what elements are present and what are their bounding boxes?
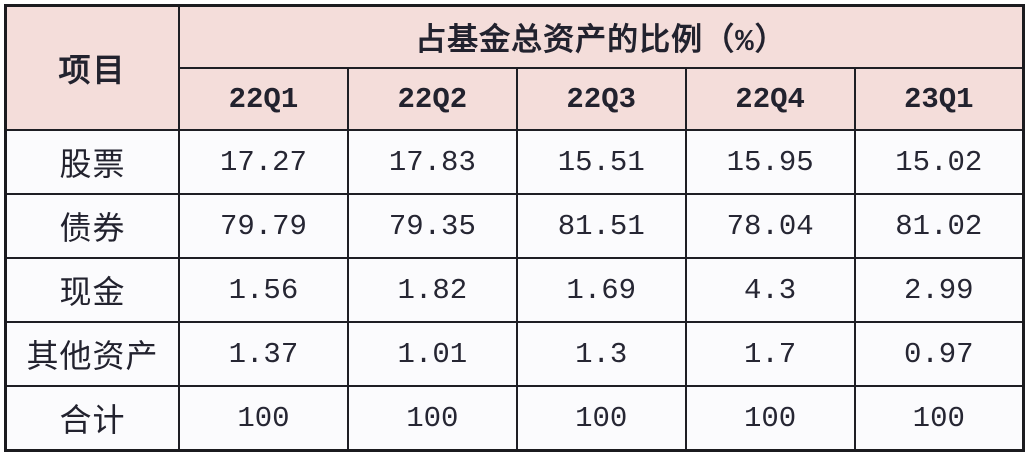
quarter-header-4: 23Q1 (853, 67, 1025, 131)
value-cell: 1.3 (515, 321, 687, 387)
table-body: 股票 17.27 17.83 15.51 15.95 15.02 债券 79.79 79.35 8… (4, 129, 1025, 452)
value-cell: 79.79 (178, 193, 349, 259)
table-row: 其他资产 1.37 1.01 1.3 1.7 0.97 (4, 321, 1025, 387)
value-cell: 0.97 (853, 321, 1025, 387)
fund-asset-table-container: 项目 占基金总资产的比例（%） 22Q1 22Q2 22Q3 22Q4 23Q1 股票 1… (4, 4, 1025, 452)
table-row: 现金 1.56 1.82 1.69 4.3 2.99 (4, 257, 1025, 323)
row-label: 股票 (4, 129, 180, 195)
table-row: 股票 17.27 17.83 15.51 15.95 15.02 (4, 129, 1025, 195)
header-row-quarters: 22Q1 22Q2 22Q3 22Q4 23Q1 (6, 67, 1025, 131)
quarter-header-3: 22Q4 (684, 67, 856, 131)
value-cell: 1.37 (178, 321, 349, 387)
value-cell: 100 (515, 385, 687, 452)
quarter-header-1: 22Q2 (346, 67, 518, 131)
value-cell: 78.04 (684, 193, 856, 259)
value-cell: 81.02 (853, 193, 1025, 259)
row-label: 债券 (4, 193, 180, 259)
quarter-header-2: 22Q3 (515, 67, 687, 131)
main-title-header: 占基金总资产的比例（%） (178, 4, 1025, 69)
value-cell: 100 (178, 385, 349, 452)
row-label: 其他资产 (4, 321, 180, 387)
value-cell: 100 (684, 385, 856, 452)
value-cell: 100 (346, 385, 518, 452)
value-cell: 1.7 (684, 321, 856, 387)
row-label: 合计 (4, 385, 180, 452)
value-cell: 15.95 (684, 129, 856, 195)
corner-header-items: 项目 (4, 4, 180, 131)
table-row: 债券 79.79 79.35 81.51 78.04 81.02 (4, 193, 1025, 259)
value-cell: 79.35 (346, 193, 518, 259)
row-label: 现金 (4, 257, 180, 323)
value-cell: 81.51 (515, 193, 687, 259)
table-row: 合计 100 100 100 100 100 (4, 385, 1025, 452)
value-cell: 17.27 (178, 129, 349, 195)
header-row-title: 项目 占基金总资产的比例（%） (4, 4, 1025, 131)
table-header: 项目 占基金总资产的比例（%） 22Q1 22Q2 22Q3 22Q4 23Q1 (4, 4, 1025, 131)
value-cell: 1.56 (178, 257, 349, 323)
value-cell: 1.01 (346, 321, 518, 387)
value-cell: 100 (853, 385, 1025, 452)
value-cell: 1.69 (515, 257, 687, 323)
value-cell: 4.3 (684, 257, 856, 323)
fund-asset-ratio-table: 项目 占基金总资产的比例（%） 22Q1 22Q2 22Q3 22Q4 23Q1 股票 1… (4, 4, 1025, 452)
value-cell: 15.51 (515, 129, 687, 195)
quarter-header-0: 22Q1 (178, 67, 349, 131)
value-cell: 17.83 (346, 129, 518, 195)
value-cell: 1.82 (346, 257, 518, 323)
value-cell: 15.02 (853, 129, 1025, 195)
value-cell: 2.99 (853, 257, 1025, 323)
